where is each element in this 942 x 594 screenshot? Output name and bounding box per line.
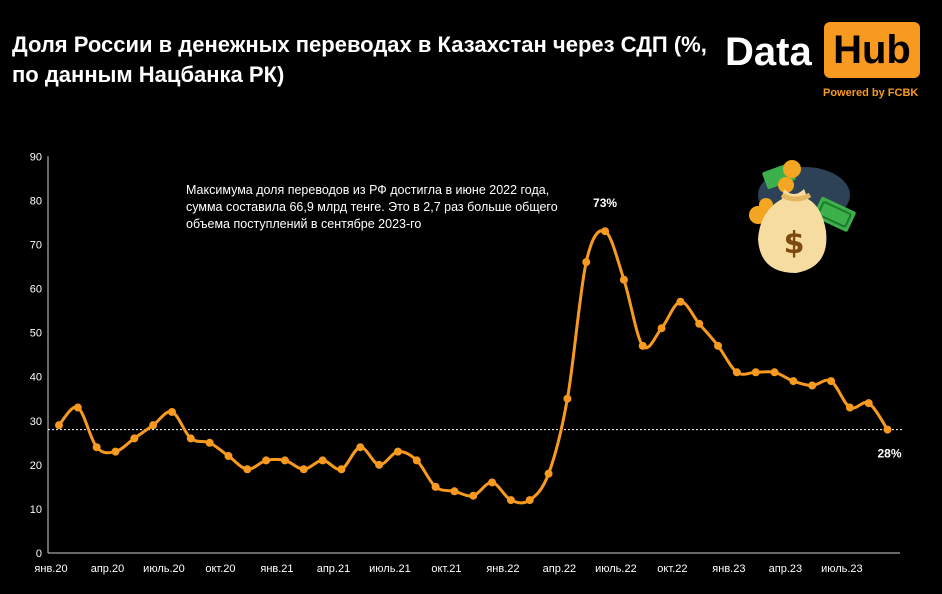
data-labels: 73% 28%	[593, 196, 902, 460]
data-points	[55, 227, 892, 505]
data-point	[845, 403, 854, 412]
data-point	[582, 258, 591, 267]
data-point	[638, 341, 647, 350]
data-point	[431, 482, 440, 491]
y-tick-label: 30	[30, 416, 42, 428]
data-point	[619, 275, 628, 284]
data-point	[469, 491, 478, 500]
data-point	[280, 456, 289, 465]
data-point	[111, 447, 120, 456]
chart-title: Доля России в денежных переводах в Казах…	[12, 32, 707, 87]
data-point	[525, 496, 534, 505]
data-point	[657, 324, 666, 333]
data-point	[92, 443, 101, 452]
y-axis: 0 10 20 30 40 50 60 70 80 90	[30, 151, 49, 560]
data-point	[356, 443, 365, 452]
data-point	[205, 438, 214, 447]
data-point	[732, 368, 741, 377]
data-point	[601, 227, 610, 236]
y-tick-label: 10	[30, 504, 42, 516]
data-point	[864, 399, 873, 408]
data-point	[676, 297, 685, 306]
data-label: 28%	[878, 447, 902, 461]
x-tick-label: июль.22	[595, 563, 637, 575]
data-point	[186, 434, 195, 443]
x-tick-label: янв.21	[260, 563, 293, 575]
data-point	[130, 434, 139, 443]
series-line	[57, 229, 889, 505]
data-point	[714, 341, 723, 350]
y-tick-label: 90	[30, 151, 42, 163]
data-point	[243, 465, 252, 474]
x-axis: янв.20 апр.20 июль.20 окт.20 янв.21 апр.21 июл…	[34, 552, 900, 575]
data-point	[544, 469, 553, 478]
data-point	[393, 447, 402, 456]
x-tick-label: июль.20	[143, 563, 185, 575]
data-point	[55, 421, 63, 430]
x-tick-label: янв.22	[486, 563, 519, 575]
data-point	[695, 319, 704, 328]
data-point	[149, 421, 158, 430]
data-label: 73%	[593, 196, 617, 210]
x-tick-label: окт.21	[431, 563, 461, 575]
data-point	[770, 368, 779, 377]
data-point	[563, 394, 572, 403]
x-tick-label: окт.20	[205, 563, 235, 575]
data-point	[883, 425, 892, 434]
y-tick-label: 50	[30, 328, 42, 340]
x-tick-label: апр.22	[543, 563, 576, 575]
data-point	[488, 478, 497, 487]
svg-text:$: $	[784, 226, 805, 261]
y-tick-label: 70	[30, 239, 42, 251]
x-tick-label: июль.23	[821, 563, 863, 575]
logo-data-text: Data	[725, 30, 812, 74]
powered-by-label: Powered by FCBK	[823, 87, 919, 99]
y-tick-label: 40	[30, 372, 42, 384]
data-point	[167, 407, 176, 416]
data-point	[337, 465, 346, 474]
x-tick-label: апр.21	[317, 563, 350, 575]
money-bag-icon: $	[749, 160, 856, 273]
data-point	[827, 377, 836, 386]
logo-hub-text: Hub	[824, 22, 920, 78]
y-tick-label: 60	[30, 284, 42, 296]
y-tick-label: 80	[30, 195, 42, 207]
data-point	[224, 452, 233, 461]
x-tick-label: янв.20	[34, 563, 67, 575]
data-point	[751, 368, 760, 377]
y-tick-label: 20	[30, 460, 42, 472]
data-point	[789, 377, 798, 386]
x-tick-label: июль.21	[369, 563, 411, 575]
data-point	[506, 496, 515, 505]
data-point	[375, 460, 384, 469]
x-tick-label: янв.23	[712, 563, 745, 575]
x-tick-label: апр.20	[91, 563, 124, 575]
x-tick-label: окт.22	[657, 563, 687, 575]
data-point	[73, 403, 82, 412]
x-tick-label: апр.23	[769, 563, 802, 575]
y-tick-label: 0	[36, 548, 42, 560]
data-point	[808, 381, 817, 390]
chart-annotation: Максимума доля переводов из РФ достигла …	[186, 183, 558, 231]
data-point	[318, 456, 327, 465]
data-point	[450, 487, 459, 496]
data-point	[412, 456, 421, 465]
data-point	[262, 456, 271, 465]
data-point	[299, 465, 308, 474]
